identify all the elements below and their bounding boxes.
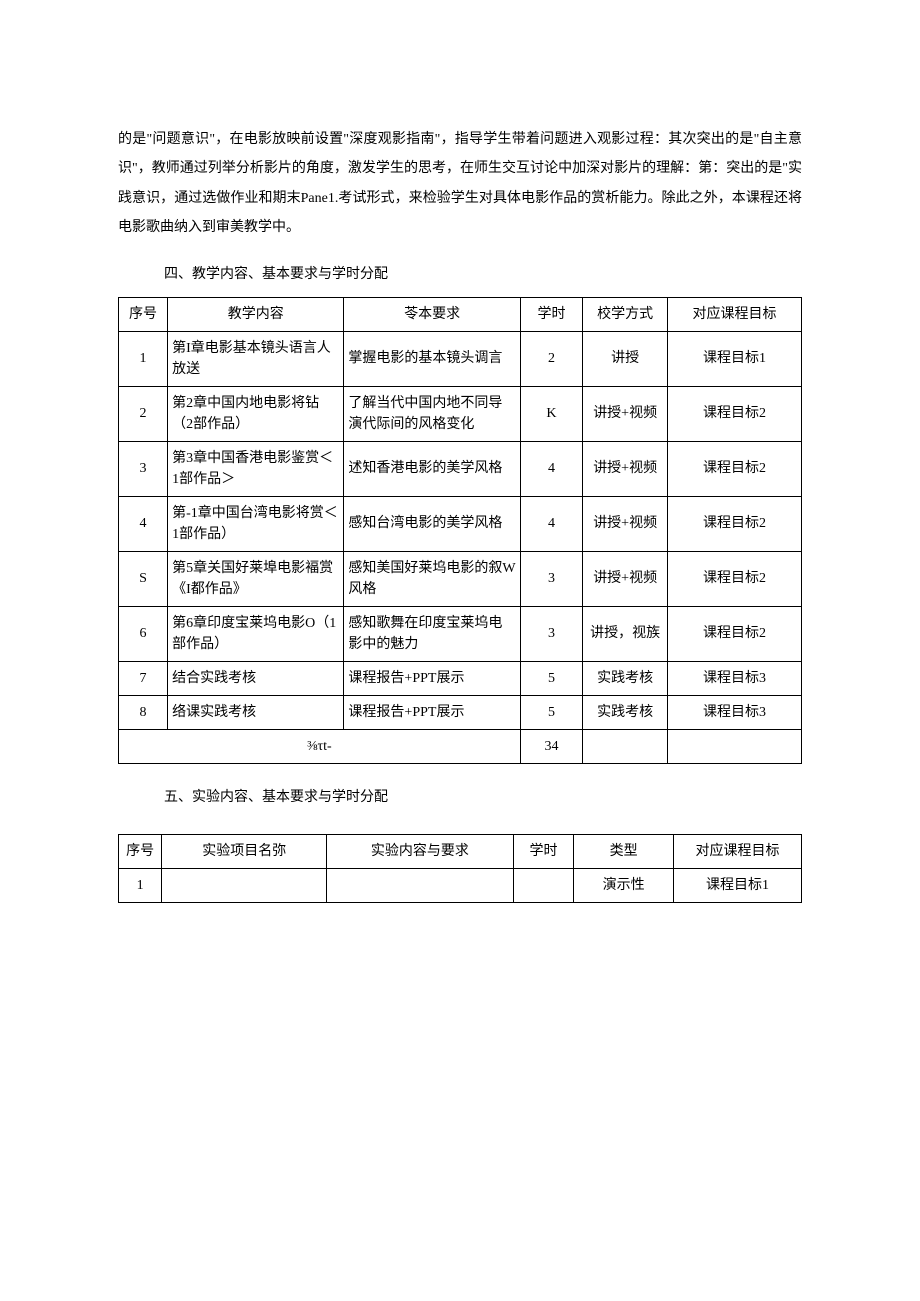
cell-content: 结合实践考核 (168, 661, 344, 695)
cell-method: 讲授+视频 (583, 496, 668, 551)
teaching-content-table: 序号 教学内容 苓本要求 学时 校学方式 对应课程目标 1 第I章电影基本镜头语… (118, 297, 802, 764)
cell-req: 了解当代中国内地不同导演代际间的风格变化 (344, 386, 520, 441)
cell-req: 掌握电影的基本镜头调言 (344, 331, 520, 386)
cell-req: 感知台湾电影的美学风格 (344, 496, 520, 551)
th-type: 类型 (574, 834, 674, 868)
cell-goal: 课程目标1 (674, 868, 802, 902)
cell-req: 感知歌舞在印度宝莱坞电影中的魅力 (344, 606, 520, 661)
table-header-row: 序号 实验项目名弥 实验内容与要求 学时 类型 对应课程目标 (119, 834, 802, 868)
cell-hours: K (520, 386, 582, 441)
cell-total-label: ⅜τt- (119, 729, 521, 763)
table-row: 6 第6章印度宝莱坞电影O（1部作品） 感知歌舞在印度宝莱坞电影中的魅力 3 讲… (119, 606, 802, 661)
cell-hours (513, 868, 574, 902)
th-name: 实验项目名弥 (162, 834, 327, 868)
cell-seq: 8 (119, 695, 168, 729)
cell-hours: 3 (520, 606, 582, 661)
cell-seq: 3 (119, 441, 168, 496)
table-row: S 第5章关国好莱埠电影褔赏《I都作品》 感知美国好莱坞电影的叙W风格 3 讲授… (119, 551, 802, 606)
cell-method: 讲授 (583, 331, 668, 386)
section-5-heading: 五、实验内容、基本要求与学时分配 (164, 784, 802, 812)
cell-goal: 课程目标2 (668, 386, 802, 441)
cell-content: 第3章中国香港电影鉴赏＜1部作品＞ (168, 441, 344, 496)
th-goal: 对应课程目标 (668, 297, 802, 331)
cell-hours: 3 (520, 551, 582, 606)
th-hours: 学时 (520, 297, 582, 331)
cell-name (162, 868, 327, 902)
table-total-row: ⅜τt- 34 (119, 729, 802, 763)
cell-method: 讲授+视频 (583, 551, 668, 606)
cell-seq: 4 (119, 496, 168, 551)
cell-empty (583, 729, 668, 763)
cell-content: 第I章电影基本镜头语言人放送 (168, 331, 344, 386)
table-row: 2 第2章中国内地电影将钻（2部作品） 了解当代中国内地不同导演代际间的风格变化… (119, 386, 802, 441)
cell-req: 述知香港电影的美学风格 (344, 441, 520, 496)
cell-total-hours: 34 (520, 729, 582, 763)
th-seq: 序号 (119, 834, 162, 868)
cell-seq: S (119, 551, 168, 606)
cell-req: 课程报告+PPT展示 (344, 695, 520, 729)
cell-content: 第6章印度宝莱坞电影O（1部作品） (168, 606, 344, 661)
cell-method: 讲授+视频 (583, 441, 668, 496)
cell-seq: 6 (119, 606, 168, 661)
cell-req (327, 868, 513, 902)
cell-seq: 2 (119, 386, 168, 441)
cell-goal: 课程目标2 (668, 551, 802, 606)
cell-method: 实践考核 (583, 661, 668, 695)
cell-goal: 课程目标3 (668, 695, 802, 729)
cell-goal: 课程目标3 (668, 661, 802, 695)
cell-content: 第-1章中国台湾电影将赏＜1部作品） (168, 496, 344, 551)
cell-content: 第2章中国内地电影将钻（2部作品） (168, 386, 344, 441)
section-4-heading: 四、教学内容、基本要求与学时分配 (164, 261, 802, 289)
cell-empty (668, 729, 802, 763)
cell-method: 讲授，视族 (583, 606, 668, 661)
table-row: 1 演示性 课程目标1 (119, 868, 802, 902)
cell-content: 络课实践考核 (168, 695, 344, 729)
cell-hours: 4 (520, 441, 582, 496)
table-header-row: 序号 教学内容 苓本要求 学时 校学方式 对应课程目标 (119, 297, 802, 331)
cell-hours: 4 (520, 496, 582, 551)
cell-hours: 5 (520, 695, 582, 729)
th-method: 校学方式 (583, 297, 668, 331)
cell-req: 感知美国好莱坞电影的叙W风格 (344, 551, 520, 606)
cell-hours: 5 (520, 661, 582, 695)
cell-content: 第5章关国好莱埠电影褔赏《I都作品》 (168, 551, 344, 606)
experiment-table: 序号 实验项目名弥 实验内容与要求 学时 类型 对应课程目标 1 演示性 课程目… (118, 834, 802, 903)
cell-method: 讲授+视频 (583, 386, 668, 441)
th-req: 苓本要求 (344, 297, 520, 331)
cell-goal: 课程目标1 (668, 331, 802, 386)
th-content: 教学内容 (168, 297, 344, 331)
th-seq: 序号 (119, 297, 168, 331)
cell-goal: 课程目标2 (668, 496, 802, 551)
table-row: 8 络课实践考核 课程报告+PPT展示 5 实践考核 课程目标3 (119, 695, 802, 729)
th-goal: 对应课程目标 (674, 834, 802, 868)
cell-goal: 课程目标2 (668, 441, 802, 496)
cell-method: 实践考核 (583, 695, 668, 729)
th-hours: 学时 (513, 834, 574, 868)
cell-req: 课程报告+PPT展示 (344, 661, 520, 695)
cell-hours: 2 (520, 331, 582, 386)
cell-seq: 1 (119, 331, 168, 386)
table-row: 4 第-1章中国台湾电影将赏＜1部作品） 感知台湾电影的美学风格 4 讲授+视频… (119, 496, 802, 551)
table-row: 1 第I章电影基本镜头语言人放送 掌握电影的基本镜头调言 2 讲授 课程目标1 (119, 331, 802, 386)
th-req: 实验内容与要求 (327, 834, 513, 868)
table-row: 7 结合实践考核 课程报告+PPT展示 5 实践考核 课程目标3 (119, 661, 802, 695)
cell-seq: 7 (119, 661, 168, 695)
table-row: 3 第3章中国香港电影鉴赏＜1部作品＞ 述知香港电影的美学风格 4 讲授+视频 … (119, 441, 802, 496)
cell-type: 演示性 (574, 868, 674, 902)
cell-goal: 课程目标2 (668, 606, 802, 661)
intro-paragraph: 的是"问题意识"，在电影放映前设置"深度观影指南"，指导学生带着问题进入观影过程… (118, 125, 802, 243)
cell-seq: 1 (119, 868, 162, 902)
